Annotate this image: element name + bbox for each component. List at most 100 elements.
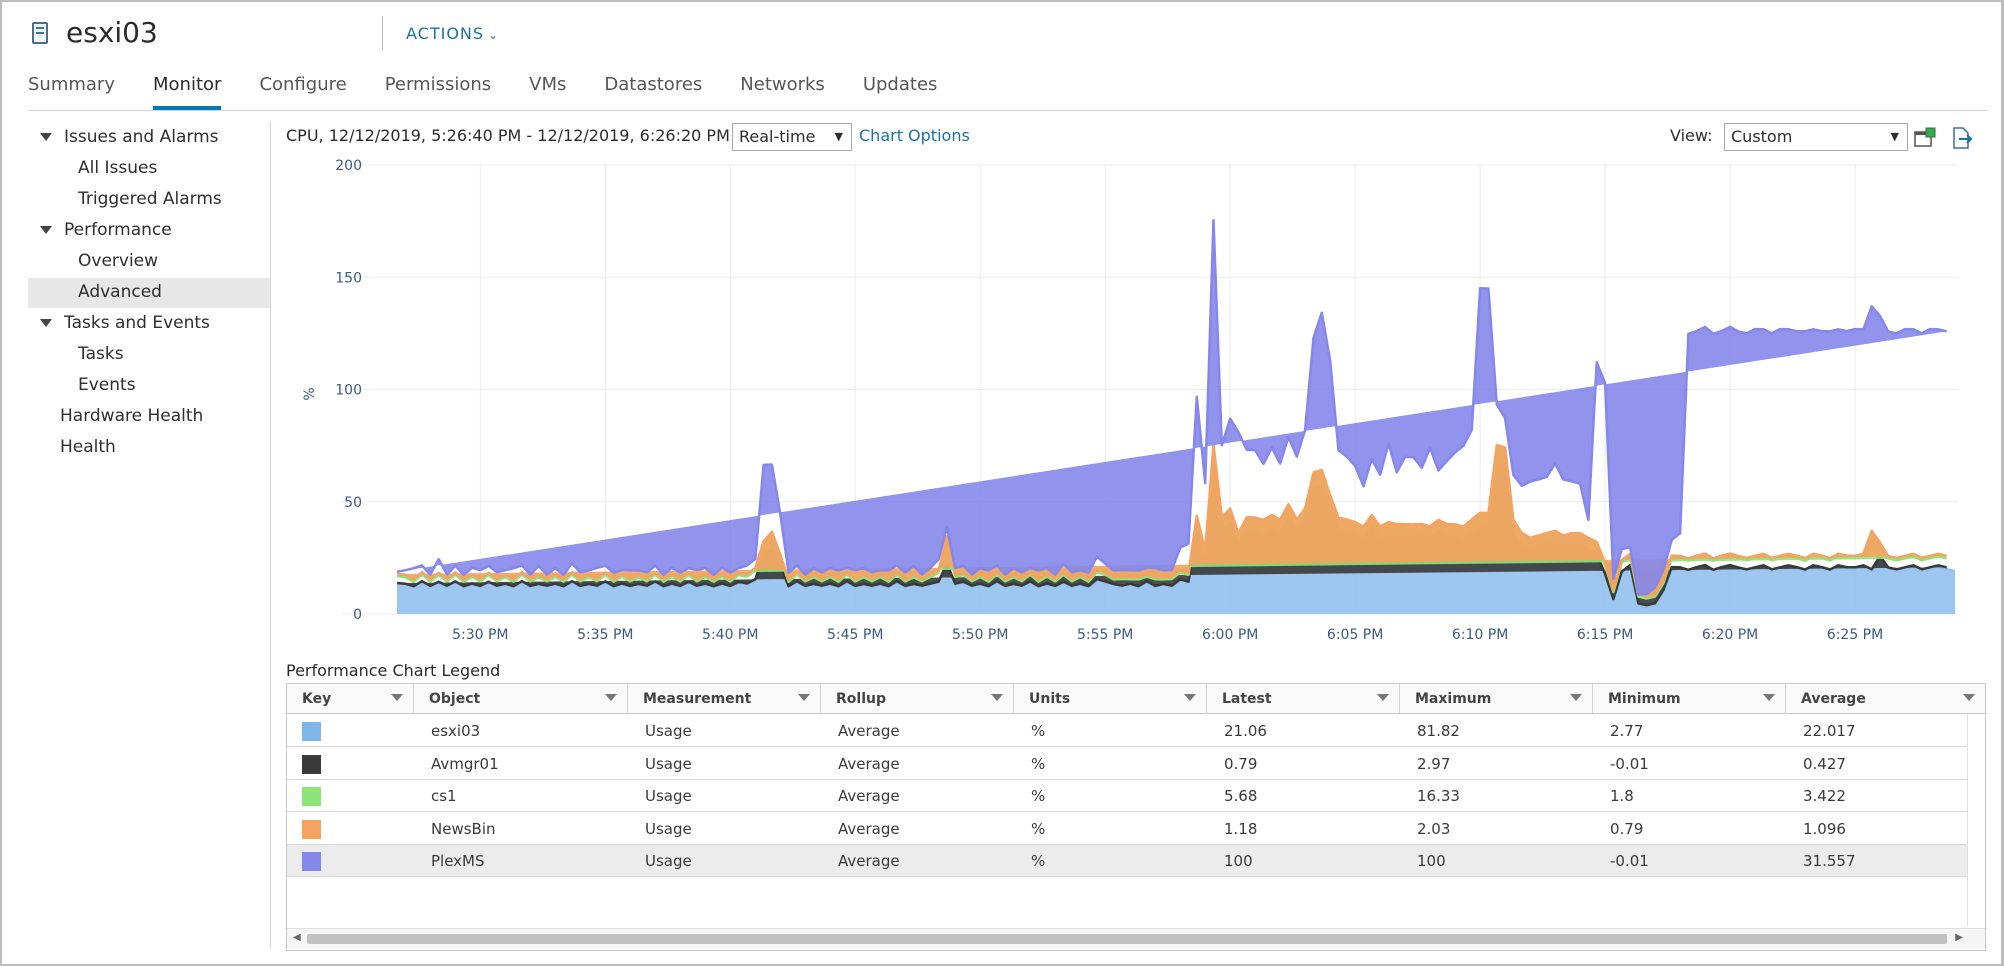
sidebar-item-events[interactable]: Events (78, 375, 136, 395)
filter-icon[interactable] (1377, 694, 1389, 701)
scrollbar-thumb[interactable] (307, 934, 1947, 944)
column-header-units[interactable]: Units (1014, 684, 1207, 714)
filter-icon[interactable] (1570, 694, 1582, 701)
cell-rollup: Average (838, 754, 900, 773)
actions-menu[interactable]: ACTIONS ⌄ (406, 24, 499, 43)
dropdown-arrow-icon: ▼ (834, 130, 843, 143)
caret-down-icon[interactable] (40, 319, 52, 327)
tab-datastores[interactable]: Datastores (604, 74, 703, 95)
column-header-average[interactable]: Average (1786, 684, 1985, 714)
table-row[interactable]: cs1 Usage Average% 5.68 16.33 1.8 3.422 (287, 780, 1967, 812)
view-select[interactable]: Custom ▼ (1724, 123, 1908, 151)
cell-average: 31.557 (1803, 852, 1856, 870)
legend-swatch (302, 754, 321, 774)
table-row[interactable]: Avmgr01 Usage Average% 0.79 2.97 -0.01 0.427 (287, 748, 1967, 780)
legend-table: Key Object Measurement Rollup Units Late… (286, 683, 1986, 951)
tab-permissions[interactable]: Permissions (384, 74, 492, 95)
cell-rollup: Average (838, 722, 900, 740)
x-tick-label: 6:20 PM (1702, 627, 1758, 643)
cell-object: PlexMS (431, 852, 485, 870)
tab-updates[interactable]: Updates (862, 74, 938, 95)
cell-measurement: Usage (645, 754, 692, 773)
sidebar-item-overview[interactable]: Overview (78, 251, 159, 271)
y-tick-label: 150 (335, 270, 362, 286)
column-header-minimum[interactable]: Minimum (1593, 684, 1786, 714)
dropdown-arrow-icon: ▼ (1890, 130, 1899, 143)
area-series-cs1 (397, 447, 1947, 599)
column-header-maximum[interactable]: Maximum (1400, 684, 1593, 714)
line-series-plexms (396, 218, 1948, 596)
filter-icon[interactable] (991, 694, 1003, 701)
sidebar-item-all-issues[interactable]: All Issues (78, 158, 158, 178)
table-row[interactable]: PlexMS Usage Average% 100 100 -0.01 31.557 (287, 845, 1967, 877)
cell-average: 0.427 (1803, 754, 1846, 773)
column-header-label: Average (1801, 691, 1866, 707)
area-series-plexms (397, 220, 1947, 595)
line-series-avmgr01 (396, 460, 1947, 607)
column-header-object[interactable]: Object (414, 684, 628, 714)
caret-down-icon[interactable] (40, 226, 52, 234)
popout-chart-icon[interactable] (1913, 126, 1937, 150)
y-tick-label: 50 (344, 495, 362, 511)
cell-object: cs1 (431, 787, 457, 805)
cell-object: NewsBin (431, 819, 496, 838)
cell-maximum: 2.03 (1417, 819, 1451, 838)
sidebar-item-triggered-alarms[interactable]: Triggered Alarms (78, 189, 222, 209)
tab-summary[interactable]: Summary (28, 74, 115, 95)
cell-units: % (1031, 722, 1046, 740)
horizontal-scrollbar[interactable]: ◀ ▶ (287, 928, 1985, 948)
filter-icon[interactable] (605, 694, 617, 701)
scroll-left-icon[interactable]: ◀ (293, 932, 301, 943)
cell-maximum: 81.82 (1417, 722, 1460, 740)
cell-minimum: 0.79 (1610, 819, 1644, 838)
sidebar-item-tasks[interactable]: Tasks (78, 344, 124, 364)
sidebar-item-hardware-health[interactable]: Hardware Health (60, 406, 204, 426)
cpu-chart: 0 50 100 150 200 5:30 PM 5:35 PM 5:40 PM 5:45 PM… (302, 158, 1958, 643)
scroll-right-icon[interactable]: ▶ (1955, 932, 1963, 943)
chart-options-link[interactable]: Chart Options (859, 126, 970, 145)
column-header-latest[interactable]: Latest (1207, 684, 1400, 714)
header-divider (382, 16, 383, 50)
column-header-key[interactable]: Key (287, 684, 414, 714)
x-tick-label: 6:00 PM (1202, 627, 1258, 643)
filter-icon[interactable] (1184, 694, 1196, 701)
filter-icon[interactable] (1763, 694, 1775, 701)
column-header-label: Minimum (1608, 691, 1681, 707)
tab-configure[interactable]: Configure (259, 74, 347, 95)
sidebar-item-performance[interactable]: Performance (40, 220, 172, 240)
cell-average: 1.096 (1803, 819, 1846, 838)
area-series-esxi03 (397, 463, 1955, 614)
tab-networks[interactable]: Networks (740, 74, 825, 95)
tab-monitor[interactable]: Monitor (153, 72, 222, 110)
filter-icon[interactable] (1963, 694, 1975, 701)
filter-icon[interactable] (391, 694, 403, 701)
column-header-label: Object (429, 691, 481, 707)
column-header-measurement[interactable]: Measurement (628, 684, 821, 714)
period-select[interactable]: Real-time ▼ (732, 123, 852, 151)
column-header-label: Maximum (1415, 691, 1492, 707)
period-value: Real-time (739, 127, 816, 146)
legend-swatch (302, 852, 321, 871)
cell-rollup: Average (838, 852, 900, 870)
column-header-rollup[interactable]: Rollup (821, 684, 1014, 714)
table-row[interactable]: NewsBin Usage Average% 1.18 2.03 0.79 1.096 (287, 813, 1967, 845)
caret-down-icon[interactable] (40, 133, 52, 141)
sidebar-item-label: Issues and Alarms (64, 127, 219, 147)
sidebar-item-health[interactable]: Health (60, 437, 116, 457)
sidebar-item-issues-and-alarms[interactable]: Issues and Alarms (40, 127, 219, 147)
cell-measurement: Usage (645, 819, 692, 838)
cell-object: esxi03 (431, 722, 481, 740)
table-row[interactable]: esxi03 Usage Average% 21.06 81.82 2.77 22.017 (287, 715, 1967, 747)
sidebar-selection-highlight (28, 278, 270, 308)
tab-vms[interactable]: VMs (529, 74, 567, 95)
export-icon[interactable] (1949, 126, 1973, 150)
column-header-label: Units (1029, 691, 1071, 707)
sidebar-item-tasks-and-events[interactable]: Tasks and Events (40, 313, 210, 333)
vertical-scrollbar[interactable] (1967, 714, 1985, 926)
column-header-label: Key (302, 691, 332, 707)
tab-bar: Summary Monitor Configure Permissions VM… (28, 72, 975, 112)
x-tick-label: 5:55 PM (1077, 627, 1133, 643)
cell-latest: 5.68 (1224, 787, 1258, 805)
sidebar-item-advanced[interactable]: Advanced (78, 282, 162, 302)
filter-icon[interactable] (798, 694, 810, 701)
